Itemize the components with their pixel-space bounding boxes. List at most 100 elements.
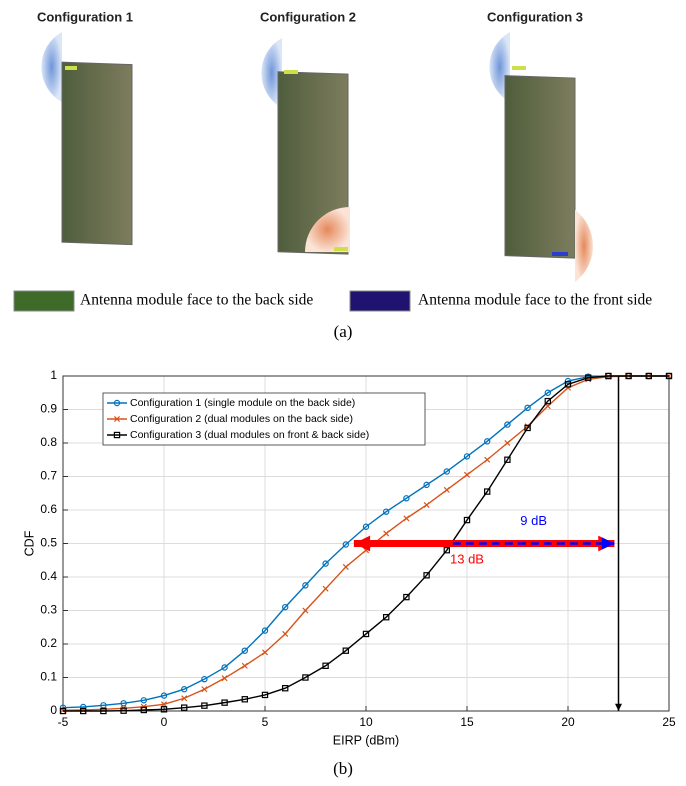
- marker: [120, 707, 127, 714]
- marker: [160, 701, 168, 708]
- marker: [180, 686, 188, 693]
- marker: [564, 377, 572, 385]
- marker: [564, 381, 572, 388]
- x-tick-label: 25: [662, 715, 676, 729]
- marker: [463, 471, 471, 478]
- marker: [383, 508, 390, 515]
- marker: [160, 706, 168, 713]
- x-tick-label: 5: [262, 715, 269, 729]
- marker: [423, 501, 430, 508]
- y-tick-label: 0: [50, 703, 57, 717]
- plot-frame: [62, 375, 670, 712]
- marker: [403, 593, 410, 601]
- marker: [261, 649, 269, 656]
- arrow-head: [601, 537, 615, 550]
- marker: [484, 456, 491, 463]
- marker: [322, 585, 329, 592]
- marker: [282, 603, 289, 611]
- y-tick-label: 0.4: [40, 569, 57, 583]
- marker: [120, 700, 127, 707]
- marker: [645, 372, 653, 380]
- marker: [322, 662, 329, 669]
- marker: [241, 662, 248, 669]
- marker: [261, 627, 269, 634]
- marker: [443, 468, 450, 475]
- marker: [241, 647, 248, 654]
- x-tick-label: 10: [359, 715, 373, 729]
- arrow-head: [353, 535, 371, 552]
- y-tick-label: 0.9: [40, 402, 57, 416]
- marker: [443, 486, 450, 493]
- marker: [113, 415, 121, 423]
- marker: [181, 695, 188, 702]
- marker: [322, 560, 329, 567]
- marker: [201, 702, 208, 709]
- marker: [160, 692, 168, 699]
- marker: [342, 563, 349, 570]
- marker: [383, 613, 390, 621]
- legend-label: Configuration 2 (dual modules on the bac…: [130, 413, 353, 425]
- marker: [504, 439, 511, 447]
- annotation: 9 dB: [520, 513, 547, 528]
- caption: (a): [334, 322, 353, 341]
- y-tick-label: 1: [50, 368, 57, 382]
- marker: [140, 703, 147, 710]
- y-tick-label: 0.1: [40, 670, 57, 684]
- marker: [302, 582, 309, 589]
- marker: [201, 686, 208, 693]
- marker: [362, 523, 370, 530]
- config-label: Configuration 1: [37, 9, 133, 24]
- marker: [584, 374, 592, 381]
- marker: [484, 438, 491, 445]
- legend-label: Antenna module face to the back side: [80, 292, 313, 309]
- marker: [181, 704, 188, 711]
- marker: [665, 372, 673, 380]
- marker: [504, 421, 511, 428]
- marker: [221, 664, 228, 671]
- marker: [524, 404, 531, 412]
- config-label: Configuration 2: [260, 9, 356, 24]
- marker: [524, 424, 531, 432]
- marker: [59, 707, 67, 715]
- annotation: 13 dB: [450, 552, 484, 567]
- y-tick-label: 0.6: [40, 502, 57, 516]
- legend-label: Antenna module face to the front side: [418, 292, 652, 309]
- config-label: Configuration 3: [487, 9, 583, 24]
- y-tick-label: 0.5: [40, 536, 57, 550]
- legend-swatch: [13, 290, 75, 312]
- marker: [241, 696, 248, 703]
- marker: [221, 699, 228, 706]
- y-tick-label: 0.3: [40, 603, 57, 617]
- marker: [484, 488, 491, 495]
- marker: [423, 481, 430, 489]
- marker: [140, 697, 147, 704]
- x-tick-label: -5: [58, 715, 69, 729]
- series-line: [62, 375, 669, 709]
- y-tick-label: 0.2: [40, 636, 57, 650]
- marker: [342, 647, 350, 654]
- marker: [100, 707, 107, 715]
- marker: [423, 572, 430, 579]
- legend-label: Configuration 1 (single module on the ba…: [130, 397, 355, 409]
- marker: [544, 389, 552, 396]
- marker: [282, 630, 289, 637]
- marker: [140, 706, 147, 714]
- legend-swatch: [349, 290, 411, 312]
- marker: [443, 546, 451, 554]
- x-axis-label: EIRP (dBm): [333, 733, 399, 747]
- marker: [625, 372, 632, 380]
- y-tick-label: 0.8: [40, 435, 57, 449]
- x-tick-label: 20: [561, 715, 575, 729]
- marker: [201, 675, 208, 683]
- x-tick-label: 15: [460, 715, 474, 729]
- marker: [302, 674, 309, 681]
- x-tick-label: 0: [161, 715, 168, 729]
- marker: [342, 541, 349, 548]
- marker: [463, 453, 471, 460]
- series-line: [63, 375, 669, 712]
- marker: [403, 495, 410, 502]
- marker: [504, 456, 511, 463]
- caption: (b): [333, 759, 353, 778]
